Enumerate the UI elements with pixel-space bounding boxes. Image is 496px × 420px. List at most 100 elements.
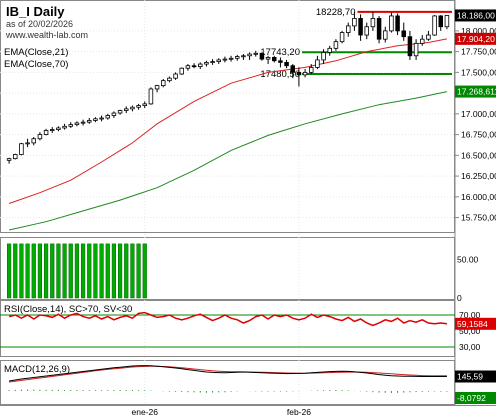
candle-body bbox=[234, 56, 240, 59]
candle-body bbox=[259, 52, 265, 60]
price-tick-label: 16.500,00 bbox=[461, 150, 496, 160]
price-tick-label: 15.750,00 bbox=[461, 213, 496, 223]
rsi-tick-label: 30,00 bbox=[459, 342, 481, 352]
rsi-value-label: 59,1584 bbox=[457, 319, 488, 329]
candle-body bbox=[12, 154, 18, 160]
price-badge bbox=[455, 9, 496, 22]
candle-body bbox=[321, 52, 326, 61]
candle-body bbox=[426, 34, 431, 40]
price-tick-label: 16.250,00 bbox=[461, 171, 496, 181]
macd-value-label: 145,59 bbox=[457, 372, 483, 382]
volume-bar bbox=[117, 243, 123, 299]
price-badge-label: 17.268,611 bbox=[457, 87, 496, 97]
volume-bar bbox=[43, 243, 49, 299]
price-tick-label: 17.000,00 bbox=[461, 109, 496, 119]
candle-body bbox=[407, 36, 413, 57]
candle-body bbox=[302, 71, 308, 76]
candle-body bbox=[339, 32, 345, 43]
rsi-tick-label: 50,00 bbox=[459, 326, 481, 336]
volume-bar bbox=[136, 243, 141, 299]
candle-body bbox=[56, 127, 61, 131]
volume-bar bbox=[93, 243, 98, 299]
rsi-label: RSI(Close,14), SC>70, SV<30 bbox=[4, 304, 132, 315]
candle-body bbox=[210, 61, 215, 63]
candle-body bbox=[136, 105, 141, 108]
price-badge-label: 18.186,00 bbox=[457, 10, 495, 20]
candle-body bbox=[345, 25, 351, 33]
level-label: 17480,50 bbox=[260, 69, 300, 80]
candle-body bbox=[284, 62, 289, 67]
chart-title: IB_I Daily bbox=[6, 4, 65, 19]
level-label: 17743,20 bbox=[260, 47, 300, 58]
volume-tick-label: 0 bbox=[457, 293, 462, 303]
volume-bar bbox=[56, 243, 61, 299]
candle-body bbox=[413, 42, 419, 57]
candle-body bbox=[204, 62, 209, 65]
candle-body bbox=[93, 118, 98, 121]
candle-body bbox=[401, 30, 406, 38]
price-tick-label: 18.000,00 bbox=[461, 26, 496, 36]
candle-body bbox=[296, 71, 302, 76]
candle-body bbox=[253, 52, 258, 55]
candle-body bbox=[197, 63, 203, 67]
candle-body bbox=[173, 73, 178, 79]
volume-bar bbox=[142, 243, 147, 299]
volume-bar bbox=[124, 243, 129, 299]
candle-body bbox=[50, 129, 55, 132]
candle-body bbox=[43, 130, 49, 135]
volume-bar bbox=[99, 243, 104, 299]
macd-value-badge bbox=[455, 370, 496, 383]
candle-body bbox=[432, 15, 437, 36]
price-tick-label: 16.750,00 bbox=[461, 130, 496, 140]
right-axis-area bbox=[455, 0, 496, 420]
volume-bar bbox=[130, 243, 135, 299]
candle-body bbox=[80, 121, 86, 124]
source-url: www.wealth-lab.com bbox=[5, 30, 88, 40]
candle-body bbox=[179, 67, 184, 75]
price-tick-label: 17.750,00 bbox=[461, 47, 496, 57]
ema70-label: EMA(Close,70) bbox=[4, 59, 68, 70]
candle-body bbox=[271, 57, 277, 62]
candle-body bbox=[315, 59, 320, 68]
volume-bar bbox=[31, 243, 36, 299]
price-tick-label: 17.500,00 bbox=[461, 67, 496, 77]
candle-body bbox=[278, 60, 283, 63]
macd-label: MACD(12,26,9) bbox=[4, 364, 70, 375]
candle-body bbox=[370, 18, 376, 28]
candle-body bbox=[389, 15, 394, 32]
volume-pane bbox=[0, 237, 455, 300]
candle-body bbox=[105, 115, 111, 119]
candle-body bbox=[25, 142, 30, 145]
rsi-tick-label: 70,00 bbox=[459, 310, 481, 320]
candle-body bbox=[376, 18, 382, 40]
candle-body bbox=[117, 110, 123, 114]
price-tick-label: 16.000,00 bbox=[461, 192, 496, 202]
candle-body bbox=[228, 57, 234, 60]
volume-bar bbox=[37, 243, 43, 299]
candle-body bbox=[99, 117, 104, 120]
candle-body bbox=[160, 80, 166, 87]
macd-line bbox=[9, 365, 447, 382]
volume-bar bbox=[80, 243, 86, 299]
price-badge bbox=[455, 85, 496, 98]
candle-body bbox=[130, 106, 135, 110]
volume-bar bbox=[111, 243, 117, 299]
date-tick-label: feb-26 bbox=[287, 407, 311, 417]
volume-bar bbox=[68, 243, 73, 299]
ema21-label: EMA(Close,21) bbox=[4, 47, 68, 58]
candle-body bbox=[222, 58, 228, 61]
level-label: 18228,70 bbox=[316, 7, 356, 18]
candle-body bbox=[333, 41, 339, 49]
candle-body bbox=[358, 18, 363, 36]
volume-bar bbox=[25, 243, 30, 299]
volume-bar bbox=[19, 243, 24, 299]
candle-body bbox=[395, 15, 400, 32]
candle-body bbox=[364, 26, 369, 36]
candle-body bbox=[444, 15, 450, 28]
candle-body bbox=[148, 88, 154, 105]
volume-bar bbox=[87, 243, 92, 299]
candle-body bbox=[438, 15, 443, 28]
candle-body bbox=[247, 53, 252, 57]
macd-signal-line bbox=[9, 365, 447, 383]
